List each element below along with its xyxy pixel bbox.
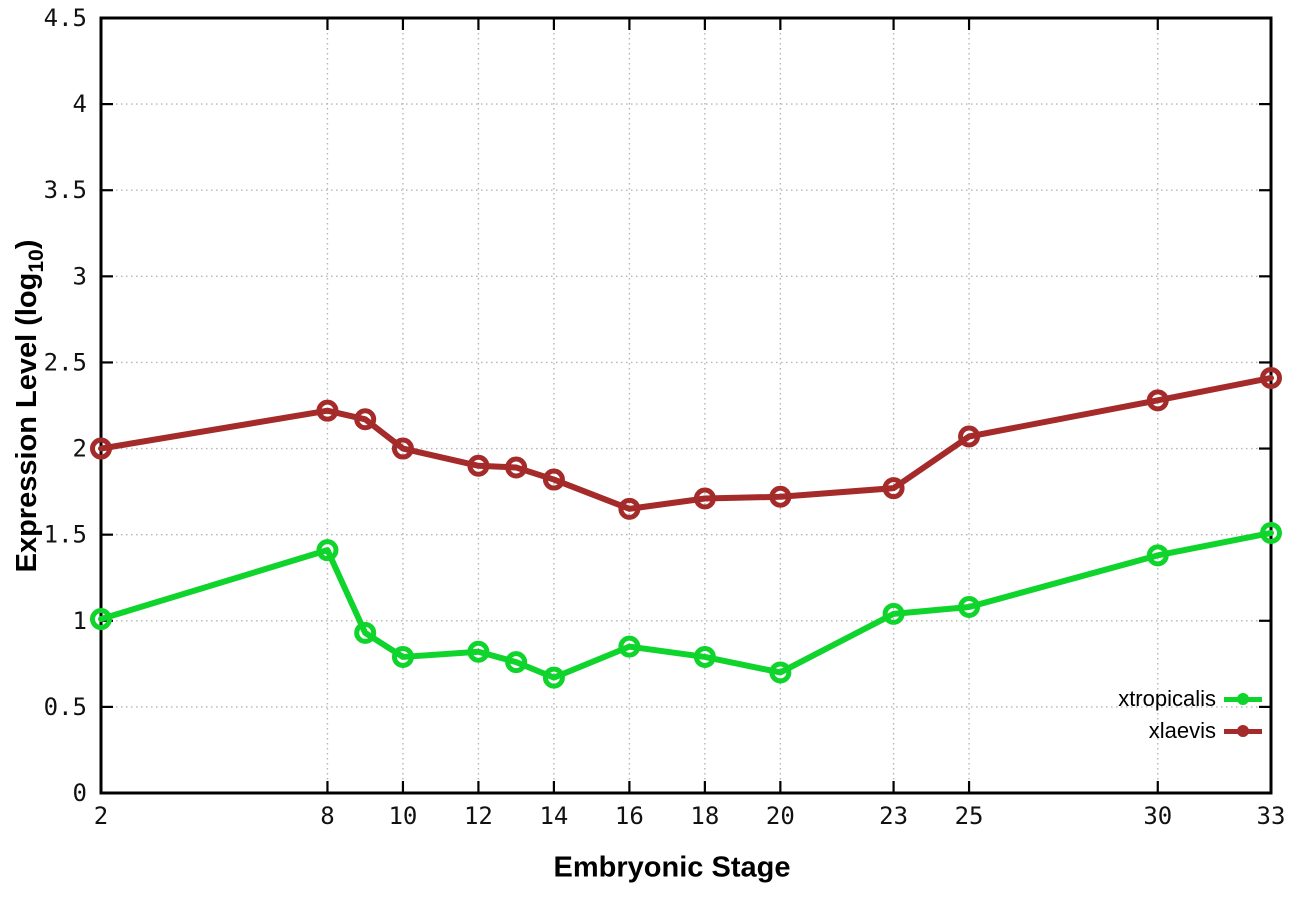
data-point-xlaevis-stage-33 <box>1260 366 1282 389</box>
x-axis-title: Embryonic Stage <box>553 851 791 884</box>
data-point-xtropicalis-stage-33 <box>1260 521 1282 544</box>
data-point-xlaevis-stage-9 <box>354 408 377 431</box>
x-tick-label: 20 <box>766 802 795 830</box>
data-point-xtropicalis-stage-13 <box>505 651 528 674</box>
x-tick-label: 30 <box>1143 802 1172 830</box>
y-tick-label: 2 <box>73 435 87 463</box>
x-tick-label: 16 <box>615 802 644 830</box>
legend-entry-xtropicalis: xtropicalis <box>1118 685 1262 713</box>
y-tick-label: 3 <box>73 262 87 290</box>
data-point-xtropicalis-stage-20 <box>769 661 792 684</box>
x-tick-label: 12 <box>464 802 493 830</box>
y-tick-label: 2.5 <box>44 348 87 376</box>
y-tick-label: 3.5 <box>44 176 87 204</box>
data-point-xlaevis-stage-13 <box>505 456 528 479</box>
data-point-xlaevis-stage-12 <box>467 454 490 477</box>
plot-border <box>99 16 1273 795</box>
data-point-xtropicalis-stage-16 <box>618 635 641 658</box>
x-tick-label: 18 <box>690 802 719 830</box>
x-tick-label: 33 <box>1257 802 1286 830</box>
data-point-xlaevis-stage-20 <box>769 485 792 508</box>
y-tick-label: 4 <box>73 90 87 118</box>
data-point-xtropicalis-stage-8 <box>316 539 339 562</box>
data-point-xlaevis-stage-8 <box>316 399 339 422</box>
data-point-xtropicalis-stage-10 <box>391 645 414 668</box>
data-point-xlaevis-stage-30 <box>1146 389 1169 412</box>
open-circle-marker-icon <box>1237 725 1249 737</box>
data-point-xtropicalis-stage-12 <box>467 640 490 663</box>
data-point-xlaevis-stage-16 <box>618 497 641 520</box>
data-point-xlaevis-stage-18 <box>693 487 716 510</box>
data-point-xtropicalis-stage-14 <box>542 666 565 689</box>
x-tick-label: 23 <box>879 802 908 830</box>
data-point-xtropicalis-stage-23 <box>882 602 905 625</box>
data-point-xtropicalis-stage-30 <box>1146 544 1169 567</box>
data-point-xtropicalis-stage-18 <box>693 645 716 668</box>
data-point-xlaevis-stage-14 <box>542 468 565 491</box>
y-tick-label: 1 <box>73 607 87 635</box>
y-tick-label: 4.5 <box>44 4 87 32</box>
series-line-xlaevis <box>98 374 1274 512</box>
legend-label-xlaevis: xlaevis <box>1148 718 1216 743</box>
x-tick-label: 14 <box>539 802 568 830</box>
data-point-xlaevis-stage-10 <box>391 437 414 460</box>
data-point-xlaevis-stage-2 <box>90 437 112 460</box>
legend-sample-xlaevis <box>1224 719 1262 743</box>
x-tick-label: 8 <box>320 802 334 830</box>
data-point-xtropicalis-stage-2 <box>90 608 112 631</box>
data-point-xlaevis-stage-23 <box>882 477 905 500</box>
y-tick-label: 1.5 <box>44 521 87 549</box>
x-tick-label: 2 <box>94 802 108 830</box>
legend-label-xtropicalis: xtropicalis <box>1118 686 1216 711</box>
legend-entry-xlaevis: xlaevis <box>1118 717 1262 745</box>
x-tick-label: 25 <box>955 802 984 830</box>
y-tick-label: 0 <box>73 779 87 807</box>
y-axis-title-subscript: 10 <box>24 249 48 273</box>
open-circle-marker-icon <box>1237 693 1249 705</box>
y-axis-title: Expression Level (log10) <box>11 240 49 573</box>
series-line-xtropicalis <box>98 529 1274 681</box>
data-point-xlaevis-stage-25 <box>958 425 981 448</box>
legend-sample-xtropicalis <box>1224 687 1262 711</box>
data-point-xtropicalis-stage-25 <box>958 596 981 618</box>
x-tick-label: 10 <box>388 802 417 830</box>
legend: xtropicalis xlaevis <box>1118 685 1262 745</box>
y-axis-title-close: ) <box>11 239 44 250</box>
y-axis-title-text: Expression Level (log <box>11 272 44 573</box>
y-tick-label: 0.5 <box>44 693 87 721</box>
data-point-xtropicalis-stage-9 <box>354 621 377 644</box>
